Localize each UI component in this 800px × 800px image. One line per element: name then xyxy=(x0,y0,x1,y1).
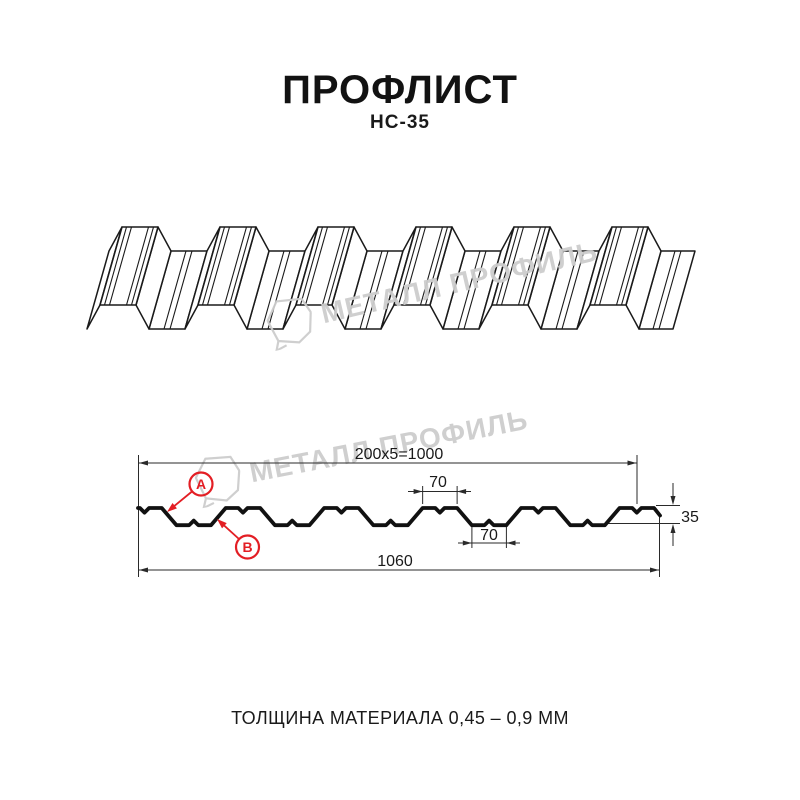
corrugated-sheet-3d-drawing xyxy=(86,226,696,330)
callout-b-circle xyxy=(234,534,261,560)
material-thickness-caption: ТОЛЩИНА МАТЕРИАЛА 0,45 – 0,9 ММ xyxy=(231,708,569,728)
dim-profile-height: 35 xyxy=(681,509,699,526)
callout-a-label: А xyxy=(196,476,206,492)
dim-coverage-width: 200x5=1000 xyxy=(355,446,444,463)
dimension-lines xyxy=(138,455,680,577)
profile-model-subtitle: НС-35 xyxy=(370,112,430,133)
callout-a-circle xyxy=(188,471,214,497)
profile-outline xyxy=(136,506,662,528)
brand-watermark: МЕТАЛЛ ПРОФИЛЬ xyxy=(262,227,603,352)
callout-arrows xyxy=(167,490,240,540)
metal-profil-logo-icon xyxy=(194,455,241,509)
brand-watermark: МЕТАЛЛ ПРОФИЛЬ xyxy=(191,395,532,509)
profile-cross-section-diagram: 200x5=1000 70 70 35 1060 А В xyxy=(136,446,699,577)
dim-rib-bottom-width: 70 xyxy=(480,527,498,544)
page-title: ПРОФЛИСТ xyxy=(282,68,518,112)
dim-rib-top-width: 70 xyxy=(429,474,447,491)
metal-profil-logo-icon xyxy=(266,297,312,352)
dim-total-width: 1060 xyxy=(377,553,413,570)
callout-b-label: В xyxy=(242,539,252,555)
